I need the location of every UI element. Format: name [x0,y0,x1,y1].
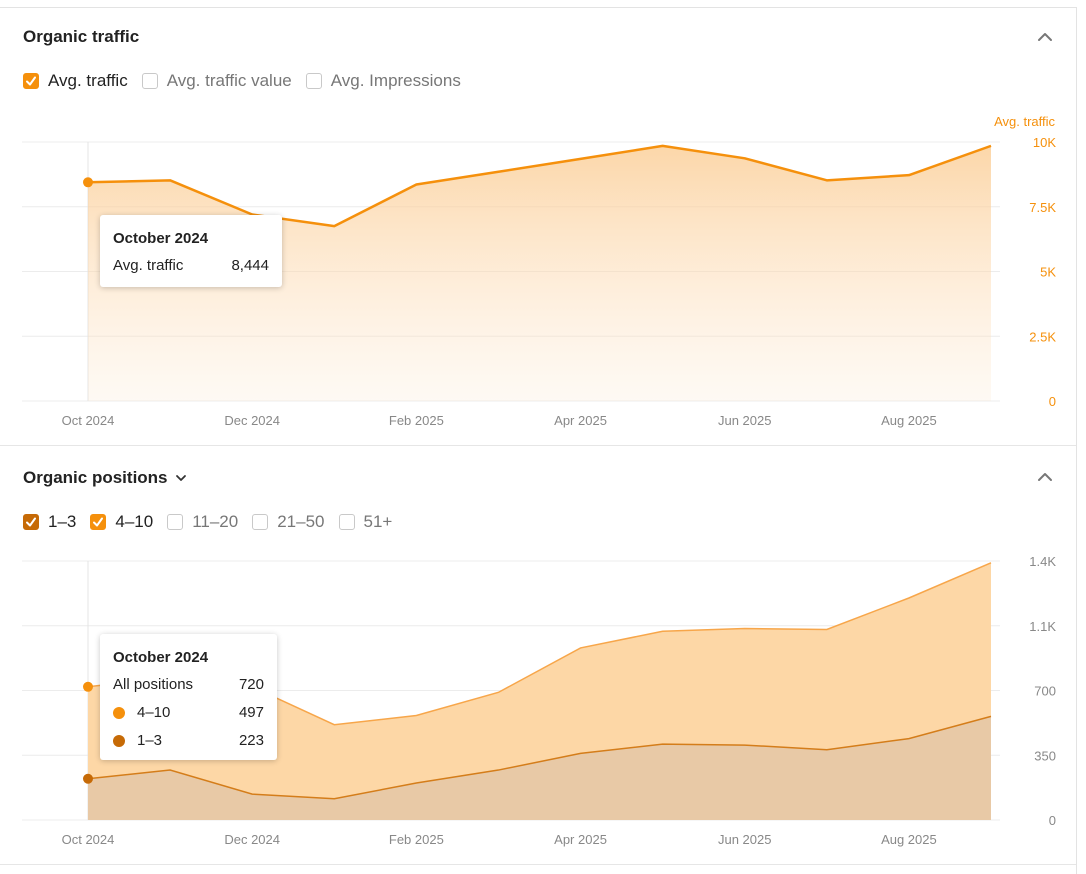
checkbox-avg-traffic-value[interactable]: Avg. traffic value [141,71,292,91]
series-1-3-point-marker [83,773,93,784]
tooltip-row-4-10: 4–10 [113,704,170,721]
tooltip-value: 497 [238,704,264,721]
chevron-up-icon [1038,33,1052,41]
checkbox-label: Avg. traffic [48,71,128,90]
series-1-3-area [88,716,991,820]
positions-checkbox-row: 1–3 4–10 11–20 21–50 51+ [23,512,406,532]
checkbox-checked-icon [23,73,39,89]
checkbox-pos-21-50[interactable]: 21–50 [252,512,325,532]
checkbox-empty-icon [305,73,322,89]
series-1-3-line [87,715,992,800]
tooltip-title: October 2024 [113,649,209,666]
x-tick-label: Dec 2024 [224,832,280,847]
checkbox-checked-icon [90,514,107,530]
checkbox-label: 51+ [363,512,393,531]
tooltip-label: All positions [113,676,194,693]
y-tick-label: 1.1K [1029,619,1056,634]
x-tick-label: Oct 2024 [62,413,115,428]
checkbox-pos-4-10[interactable]: 4–10 [90,512,153,532]
tooltip-value: 223 [238,732,264,749]
traffic-chart[interactable]: 10K 7.5K 5K 2.5K 0 Oct 2024 Dec 2024 Feb 2025 Ap… [0,0,1076,440]
x-tick-label: Dec 2024 [224,413,280,428]
series-4-10-point-marker [83,681,93,692]
panel-divider [0,864,1076,865]
checkbox-label: Avg. Impressions [330,71,461,90]
y-tick-label: 1.4K [1029,554,1056,569]
legend-dot-icon [113,734,125,747]
x-tick-label: Apr 2025 [554,832,607,847]
traffic-tooltip: October 2024 Avg. traffic 8,444 [100,215,282,287]
checkbox-label: 11–20 [192,512,239,531]
x-tick-label: Feb 2025 [389,413,444,428]
x-tick-label: Jun 2025 [718,832,772,847]
panel-frame-top [0,7,1077,8]
positions-panel-title: Organic positions [23,468,168,487]
panel-frame-right [1076,7,1077,874]
checkbox-checked-icon [23,514,39,530]
checkbox-empty-icon [141,73,158,89]
traffic-collapse-button[interactable] [1035,27,1055,47]
checkbox-empty-icon [338,514,355,530]
legend-dot-icon [113,706,125,719]
traffic-checkbox-row: Avg. traffic Avg. traffic value Avg. Imp… [23,71,475,91]
checkbox-empty-icon [252,514,269,530]
y-tick-label: 0 [1049,813,1056,828]
y-tick-label: 2.5K [1029,329,1056,344]
checkbox-pos-51-plus[interactable]: 51+ [338,512,393,532]
traffic-area [88,145,991,401]
x-tick-label: Aug 2025 [881,832,937,847]
x-tick-label: Oct 2024 [62,832,115,847]
traffic-line [87,144,992,228]
x-tick-label: Apr 2025 [554,413,607,428]
tooltip-label: 4–10 [137,704,171,721]
x-tick-label: Feb 2025 [389,832,444,847]
tooltip-title: October 2024 [113,230,209,247]
positions-collapse-button[interactable] [1035,467,1055,487]
checkbox-empty-icon [167,514,184,530]
tooltip-value: 720 [238,676,264,693]
panel-divider [0,445,1076,446]
tooltip-label: 1–3 [137,732,163,749]
traffic-panel-title: Organic traffic [23,27,140,46]
checkbox-label: 21–50 [277,512,325,531]
y-tick-label: 7.5K [1029,200,1056,215]
checkbox-label: Avg. traffic value [166,71,292,90]
y-tick-label: 0 [1049,394,1056,409]
chevron-down-icon [175,475,186,481]
positions-panel-title-dropdown[interactable]: Organic positions [23,468,188,488]
checkbox-pos-11-20[interactable]: 11–20 [167,512,238,532]
checkbox-label: 1–3 [48,512,77,531]
x-tick-label: Aug 2025 [881,413,937,428]
tooltip-label: Avg. traffic [113,257,184,274]
y-axis-title: Avg. traffic [994,114,1055,129]
x-tick-label: Jun 2025 [718,413,772,428]
tooltip-row-1-3: 1–3 [113,732,162,749]
tooltip-value: 8,444 [231,257,269,274]
positions-tooltip: October 2024 All positions 720 4–10 497 … [100,634,277,760]
checkbox-pos-1-3[interactable]: 1–3 [23,512,76,532]
checkbox-avg-impressions[interactable]: Avg. Impressions [305,71,461,91]
y-tick-label: 5K [1040,265,1056,280]
y-tick-label: 700 [1034,684,1056,699]
chevron-up-icon [1038,473,1052,481]
y-tick-label: 10K [1033,135,1056,150]
series-4-10-area [88,562,991,799]
traffic-point-marker [83,177,93,188]
checkbox-avg-traffic[interactable]: Avg. traffic [23,71,128,91]
y-tick-label: 350 [1034,748,1056,763]
checkbox-label: 4–10 [115,512,154,531]
